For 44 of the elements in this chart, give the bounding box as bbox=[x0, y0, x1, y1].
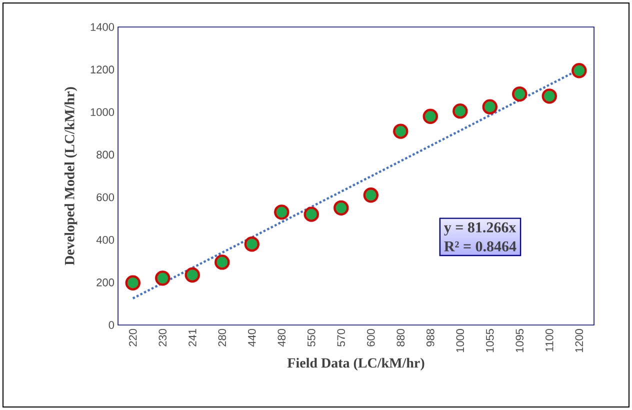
x-tick-label: 230 bbox=[158, 328, 167, 346]
x-tick-label: 280 bbox=[218, 328, 226, 346]
x-tick-label: 1055 bbox=[486, 328, 494, 352]
point bbox=[244, 236, 260, 252]
x-tick-label: 1000 bbox=[456, 328, 464, 352]
x-tick-label: 1100 bbox=[545, 328, 554, 352]
y-tick-label: 1400 bbox=[90, 23, 114, 31]
y-tick-label: 600 bbox=[96, 193, 114, 202]
x-tick-label: 1200 bbox=[575, 328, 584, 352]
y-tick-label: 0 bbox=[108, 321, 114, 329]
x-tick-label: 440 bbox=[248, 328, 256, 347]
point bbox=[184, 267, 200, 283]
y-tick-label: 400 bbox=[96, 236, 114, 244]
point bbox=[422, 108, 438, 124]
annotation: R² = 0.8464 bbox=[444, 241, 516, 252]
x-tick-label: 550 bbox=[307, 328, 316, 346]
x-tick-label: 880 bbox=[396, 328, 405, 346]
point bbox=[334, 200, 349, 216]
point bbox=[393, 124, 408, 139]
y-tick-label: 1200 bbox=[90, 66, 114, 74]
point bbox=[572, 63, 587, 78]
x-tick-label: 1095 bbox=[516, 328, 524, 352]
x-tick-label: 570 bbox=[337, 328, 346, 346]
point bbox=[452, 103, 468, 119]
y-tick-label: 1000 bbox=[90, 108, 114, 116]
x-tick-label: 988 bbox=[426, 329, 434, 346]
x-axis-title: Field Data (LC/kM/hr) bbox=[287, 358, 424, 371]
y-tick-label: 200 bbox=[96, 278, 114, 286]
point bbox=[512, 86, 528, 102]
y-tick-label: 800 bbox=[96, 150, 114, 159]
x-tick-label: 600 bbox=[366, 328, 375, 346]
point bbox=[542, 88, 557, 104]
x-tick-label: 480 bbox=[278, 328, 286, 347]
point bbox=[363, 188, 378, 203]
y-axis-title: Developed Model (LC/kM/hr) bbox=[64, 87, 78, 266]
point bbox=[155, 270, 170, 286]
point bbox=[274, 204, 290, 220]
annotation: y = 81.266x bbox=[444, 222, 516, 236]
point bbox=[482, 99, 498, 114]
x-tick-label: 241 bbox=[188, 329, 196, 346]
point bbox=[304, 206, 319, 222]
point bbox=[214, 254, 230, 270]
point bbox=[125, 275, 140, 290]
x-tick-label: 220 bbox=[128, 328, 137, 346]
